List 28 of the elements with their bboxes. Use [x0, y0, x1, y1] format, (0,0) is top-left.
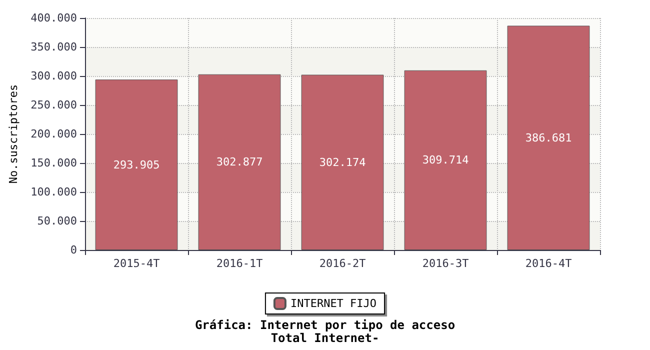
legend-label: INTERNET FIJO — [290, 297, 377, 310]
y-tick-label: 0 — [70, 244, 77, 256]
x-tick-label: 2016-2T — [319, 257, 366, 270]
data-label: 293.905 — [113, 158, 160, 172]
data-label: 309.714 — [422, 154, 470, 167]
y-tick-label: 350.000 — [30, 40, 77, 54]
y-tick-label: 200.000 — [30, 128, 77, 140]
x-tick-label: 2015-4T — [113, 257, 160, 270]
y-tick-label: 150.000 — [30, 156, 77, 170]
data-label: 386.681 — [525, 131, 572, 144]
x-tick-label: 2016-4T — [525, 257, 572, 270]
bar — [198, 74, 281, 250]
bar — [95, 80, 178, 250]
y-axis-title: No.suscriptores — [7, 84, 20, 184]
bar — [507, 26, 590, 250]
data-label: 302.877 — [216, 156, 263, 169]
bar — [301, 74, 384, 250]
y-tick-label: 400.000 — [30, 12, 77, 24]
y-tick-label: 100.000 — [30, 186, 77, 198]
text: Gráfica: Internet por tipo de acceso — [194, 318, 456, 332]
text: Total Internet- — [270, 331, 380, 345]
y-tick-label: 50.000 — [37, 214, 77, 228]
data-label: 302.174 — [319, 156, 366, 169]
bar — [404, 70, 487, 250]
y-tick-label: 300.000 — [30, 70, 77, 82]
x-tick-label: 2016-3T — [422, 257, 470, 270]
x-tick-label: 2016-1T — [216, 257, 264, 270]
y-tick-label: 250.000 — [30, 98, 77, 112]
